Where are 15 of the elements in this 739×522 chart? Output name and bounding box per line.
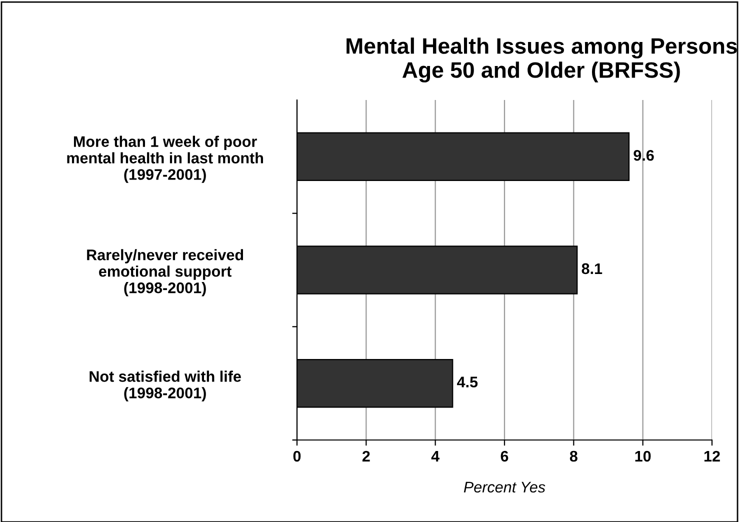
chart-title: Mental Health Issues among Persons Age 50 and Older (BRFSS) — [346, 38, 737, 82]
x-axis-title: Percent Yes — [464, 482, 546, 493]
data-label: 9.6 — [634, 150, 654, 161]
data-label: 4.5 — [457, 376, 478, 388]
y-tick-label: More than 1 week of poor mental health in last month (1997-2001) — [67, 136, 264, 183]
x-tick-label: 10 — [635, 450, 651, 462]
x-tick-label: 8 — [570, 450, 578, 462]
x-tick-label: 0 — [293, 450, 301, 462]
data-label: 8.1 — [582, 263, 602, 274]
x-tick-label: 2 — [362, 450, 370, 462]
y-tick-label: Not satisfied with life (1998-2001) — [90, 370, 241, 402]
x-tick-label: 6 — [500, 450, 508, 462]
y-tick-label: Rarely/never received emotional support (1998-2001) — [87, 249, 244, 296]
x-tick-label: 4 — [431, 450, 440, 462]
x-tick-label: 12 — [704, 450, 720, 462]
